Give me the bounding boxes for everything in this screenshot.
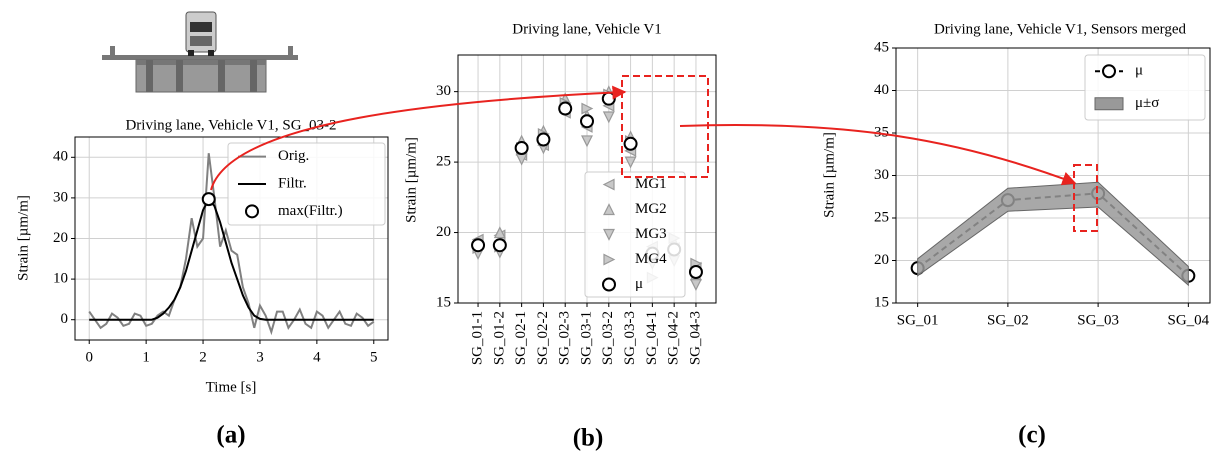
panel-label: (b) [573, 425, 604, 452]
y-tick-label: 10 [53, 271, 68, 287]
x-tick-label: SG_03-3 [622, 311, 638, 365]
x-tick-label: SG_01-2 [491, 311, 507, 365]
x-tick-label: 2 [199, 349, 207, 365]
y-axis-label: Strain [µm/m] [403, 137, 419, 223]
marker [558, 101, 573, 116]
y-tick-label: 20 [436, 224, 451, 240]
chart-title: Driving lane, Vehicle V1, SG_03-2 [125, 117, 336, 133]
arrow [679, 123, 1077, 186]
legend-label: μ±σ [1135, 95, 1159, 111]
chart: Driving lane, Vehicle V1, Sensors merged… [821, 21, 1211, 449]
y-tick-label: 20 [874, 252, 889, 268]
plot-area [457, 54, 717, 304]
y-tick-label: 15 [874, 294, 889, 310]
legend-label: max(Filtr.) [278, 203, 343, 219]
x-tick-label: SG_02-3 [557, 311, 573, 365]
y-axis-label: Strain [µm/m] [821, 132, 837, 218]
chart: Driving lane, Vehicle V1 (b) Strain [µm/m]… [403, 21, 717, 452]
legend-label: MG2 [635, 201, 667, 217]
panel-label: (c) [1018, 422, 1046, 449]
legend-swatch [603, 228, 615, 241]
x-tick-label: 5 [370, 349, 378, 365]
x-tick-label: SG_04 [1168, 312, 1210, 328]
x-tick-label: 0 [85, 349, 93, 365]
y-tick-label: 40 [874, 82, 889, 98]
highlight-box [1073, 164, 1098, 232]
x-tick-label: SG_04-2 [666, 311, 682, 365]
x-tick-label: SG_03 [1077, 312, 1119, 328]
chart-title: Driving lane, Vehicle V1, Sensors merged [934, 21, 1187, 37]
legend-swatch [603, 203, 615, 216]
series-line [88, 153, 375, 336]
legend-swatch [602, 178, 615, 191]
marker [492, 238, 507, 253]
x-tick-label: SG_04-1 [644, 311, 660, 365]
y-tick-label: 0 [61, 311, 69, 327]
bridge-icon [102, 11, 298, 93]
x-tick-label: SG_01 [897, 312, 939, 328]
legend-swatch [603, 253, 616, 266]
x-tick-label: SG_02 [987, 312, 1029, 328]
legend [227, 142, 386, 226]
x-tick-label: 3 [256, 349, 264, 365]
legend [584, 171, 686, 298]
marker [493, 226, 506, 239]
arrow [210, 85, 627, 191]
chart: Driving lane, Vehicle V1, SG_03-2 (a) Stra… [15, 117, 389, 449]
legend-label: μ [635, 276, 643, 292]
panel-label: (a) [216, 422, 245, 449]
y-tick-label: 40 [53, 149, 68, 165]
legend-label: MG4 [635, 251, 667, 267]
plot-area [74, 136, 389, 341]
y-tick-label: 35 [874, 124, 889, 140]
y-axis-label: Strain [µm/m] [15, 195, 31, 281]
legend-label: Orig. [278, 148, 309, 164]
marker [581, 102, 594, 115]
marker [514, 141, 529, 155]
marker [623, 136, 638, 151]
marker [201, 192, 216, 207]
legend-swatch [1102, 64, 1116, 79]
x-tick-label: SG_04-3 [687, 311, 703, 365]
marker [688, 265, 703, 279]
y-tick-label: 25 [874, 209, 889, 225]
marker [581, 135, 593, 148]
x-tick-label: SG_02-2 [535, 311, 551, 365]
y-tick-label: 30 [874, 167, 889, 183]
x-tick-label: SG_02-1 [513, 311, 529, 365]
y-tick-label: 15 [436, 294, 451, 310]
legend-label: MG1 [635, 176, 667, 192]
marker [580, 114, 594, 129]
marker [624, 156, 637, 169]
legend-swatch [602, 277, 616, 292]
marker [602, 111, 615, 124]
marker [689, 279, 702, 292]
y-tick-label: 30 [436, 83, 451, 99]
legend-swatch [245, 204, 259, 219]
highlight-box [621, 75, 709, 178]
y-tick-label: 25 [436, 154, 451, 170]
x-tick-label: SG_03-2 [600, 311, 616, 365]
plot-area [895, 47, 1211, 304]
x-tick-label: 1 [142, 349, 150, 365]
x-tick-label: SG_03-1 [578, 311, 594, 365]
marker [536, 132, 551, 147]
legend-label: μ [1135, 63, 1143, 79]
y-tick-label: 45 [874, 39, 889, 55]
chart-title: Driving lane, Vehicle V1 [512, 21, 661, 37]
legend-label: Filtr. [278, 175, 307, 191]
marker [471, 238, 486, 253]
series-line [89, 197, 374, 321]
y-tick-label: 30 [53, 189, 68, 205]
x-tick-label: 4 [313, 349, 321, 365]
legend-label: MG3 [635, 226, 667, 242]
x-axis-label: Time [s] [206, 379, 257, 395]
band [917, 181, 1189, 287]
x-tick-label: SG_01-1 [469, 311, 485, 365]
marker [601, 91, 616, 106]
legend-swatch [1094, 97, 1124, 111]
y-tick-label: 20 [53, 230, 68, 246]
plots: Driving lane, Vehicle V1, SG_03-2 (a) Stra… [15, 21, 1211, 452]
